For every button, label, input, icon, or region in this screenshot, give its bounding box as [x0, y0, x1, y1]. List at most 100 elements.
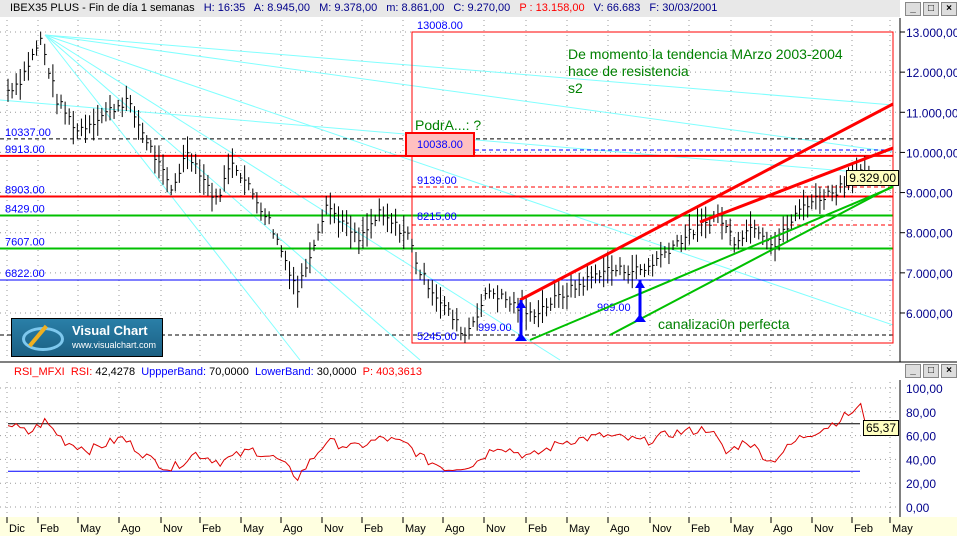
fan-line — [44, 34, 561, 361]
y-tick-label: 7.000,00 — [906, 267, 953, 281]
rsi-tick-label: 100,00 — [906, 382, 943, 396]
low-value: m: 8.861,00 — [386, 2, 445, 14]
x-tick-label: Dic — [9, 523, 25, 535]
x-tick-label: May — [80, 523, 101, 535]
rsi-tick-label: 20,00 — [906, 477, 936, 491]
rsi-line — [7, 402, 870, 482]
minimize-button[interactable]: _ — [905, 2, 921, 16]
logo-url: www.visualchart.com — [72, 340, 157, 350]
x-tick-label: May — [405, 523, 426, 535]
volume-value: V: 66.683 — [593, 2, 641, 14]
x-tick-label: Nov — [324, 523, 344, 535]
box-label: 9139.00 — [417, 175, 457, 187]
box-label: 999.00 — [597, 302, 631, 314]
maximize-button[interactable]: □ — [923, 2, 939, 16]
symbol-title: IBEX35 PLUS - Fin de día 1 semanas — [10, 2, 195, 14]
x-tick-label: Feb — [202, 523, 221, 535]
box-label: 999.00 — [478, 322, 512, 334]
rsi-name: RSI_MFXI — [14, 366, 65, 378]
time-axis — [0, 517, 957, 536]
channel-lower-line — [529, 186, 894, 341]
rsi-tick-label: 60,00 — [906, 430, 936, 444]
fan-line — [44, 34, 301, 361]
rsi-tick-label: 40,00 — [906, 453, 936, 467]
rsi-label: RSI: — [70, 366, 93, 378]
x-tick-label: Ago — [121, 523, 141, 535]
open-value: A: 8.945,00 — [253, 2, 311, 14]
level-label: 8903.00 — [5, 184, 45, 196]
box-label: 5245.00 — [417, 331, 457, 343]
x-tick-label: Ago — [445, 523, 465, 535]
annotation-text: s2 — [568, 80, 583, 96]
x-tick-label: May — [243, 523, 264, 535]
last-price-tag: 9.329,00 — [846, 170, 899, 186]
level-label: 9913.00 — [5, 144, 45, 156]
fan-line — [44, 34, 894, 326]
channel-lower-line — [609, 185, 894, 336]
rsi-value: 42,4278 — [95, 366, 136, 378]
annotation-text: PodrA...: ? — [415, 117, 481, 133]
x-tick-label: Feb — [691, 523, 710, 535]
highlight-box — [405, 132, 475, 157]
arrow-head-icon — [516, 300, 526, 308]
rsi-tick-label: 80,00 — [906, 406, 936, 420]
x-tick-label: Ago — [283, 523, 303, 535]
x-tick-label: Ago — [773, 523, 793, 535]
x-tick-label: Feb — [40, 523, 59, 535]
rsi-p-value: P: 403,3613 — [362, 366, 423, 378]
chart-header: IBEX35 PLUS - Fin de día 1 semanas H: 16… — [0, 0, 900, 17]
y-tick-label: 10.000,00 — [906, 146, 957, 160]
annotation-text: canalizaci0n perfecta — [658, 316, 790, 332]
x-tick-label: Nov — [163, 523, 183, 535]
fan-line — [44, 34, 421, 361]
high-value: M: 9.378,00 — [319, 2, 378, 14]
annotation-text: hace de resistencia — [568, 63, 689, 79]
fan-line — [44, 34, 894, 106]
box-label: 10038.00 — [417, 139, 463, 151]
x-tick-label: May — [569, 523, 590, 535]
visual-chart-logo: Visual Chart www.visualchart.com — [11, 318, 163, 357]
rsi-tick-label: 0,00 — [906, 501, 930, 515]
upper-band-value: 70,0000 — [209, 366, 249, 378]
upper-band-label: UppperBand: — [141, 366, 207, 378]
x-tick-label: Nov — [652, 523, 672, 535]
x-tick-label: Feb — [854, 523, 873, 535]
box-label: 13008.00 — [417, 20, 463, 32]
channel-upper-line — [519, 102, 894, 302]
y-tick-label: 12.000,00 — [906, 66, 957, 80]
y-tick-label: 13.000,00 — [906, 26, 957, 40]
level-label: 10337.00 — [5, 127, 51, 139]
cursor-price: P : 13.158,00 — [519, 2, 585, 14]
channel-upper-line — [699, 146, 894, 224]
x-tick-label: Feb — [364, 523, 383, 535]
lower-band-label: LowerBand: — [255, 366, 314, 378]
close-value: C: 9.270,00 — [453, 2, 511, 14]
rsi-close-button[interactable]: × — [941, 364, 957, 378]
rsi-header: RSI_MFXI RSI: 42,4278 UppperBand: 70,000… — [0, 363, 900, 381]
rsi-maximize-button[interactable]: □ — [923, 364, 939, 378]
price-window-controls: _ □ × — [905, 2, 957, 16]
close-button[interactable]: × — [941, 2, 957, 16]
y-tick-label: 6.000,00 — [906, 307, 953, 321]
rsi-minimize-button[interactable]: _ — [905, 364, 921, 378]
x-tick-label: Ago — [610, 523, 630, 535]
level-label: 6822.00 — [5, 268, 45, 280]
x-tick-label: May — [733, 523, 754, 535]
level-label: 7607.00 — [5, 236, 45, 248]
y-tick-label: 11.000,00 — [906, 106, 957, 120]
x-tick-label: Nov — [486, 523, 506, 535]
hour-value: H: 16:35 — [203, 2, 246, 14]
last-rsi-tag: 65,37 — [862, 420, 899, 436]
arrow-head-icon — [635, 280, 645, 288]
y-tick-label: 8.000,00 — [906, 227, 953, 241]
arrow-head-icon — [515, 333, 527, 341]
box-label: 8215.00 — [417, 211, 457, 223]
logo-title: Visual Chart — [72, 323, 148, 338]
level-label: 8429.00 — [5, 203, 45, 215]
date-value: F: 30/03/2001 — [649, 2, 718, 14]
rsi-window-controls: _ □ × — [905, 364, 957, 378]
fan-line — [44, 34, 894, 153]
lower-band-value: 30,0000 — [316, 366, 357, 378]
x-tick-label: Nov — [814, 523, 834, 535]
